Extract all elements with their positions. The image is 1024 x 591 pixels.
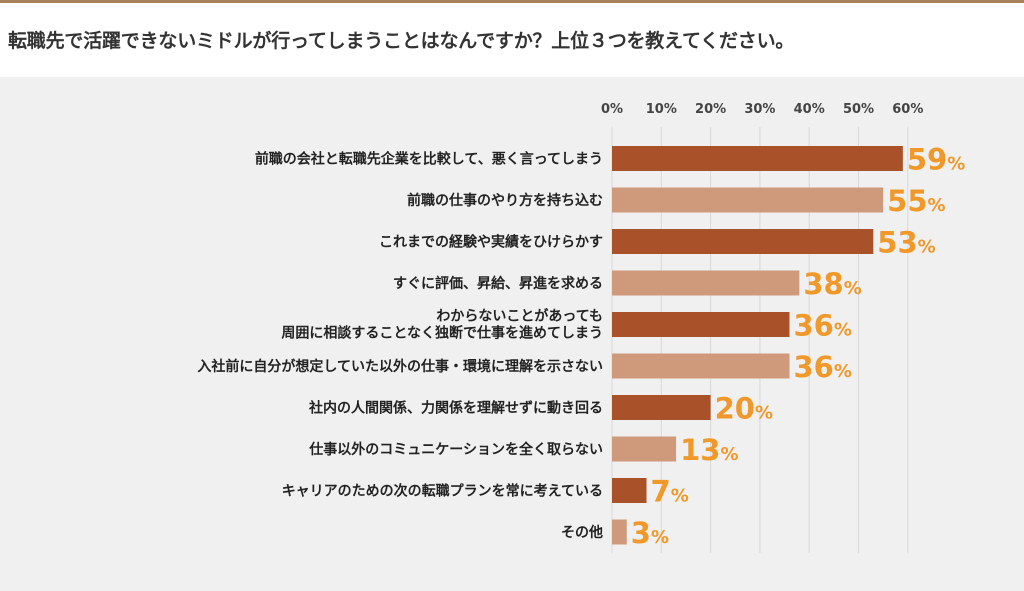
value-label: 3% [631, 516, 669, 550]
bar [612, 146, 903, 171]
category-label: 社内の人間関係、力関係を理解せずに動き回る [308, 400, 603, 417]
value-label: 55% [887, 184, 945, 218]
bar [612, 519, 627, 545]
x-tick-label: 40% [794, 102, 825, 117]
bar [612, 353, 790, 379]
x-tick-label: 0% [601, 102, 623, 117]
value-label: 20% [715, 392, 773, 426]
value-label: 36% [793, 350, 851, 384]
category-label: 仕事以外のコミュニケーションを全く取らない [308, 441, 603, 458]
x-tick-label: 30% [744, 102, 775, 117]
x-tick-label: 20% [695, 102, 726, 117]
x-tick-label: 50% [843, 102, 874, 117]
bar [612, 395, 711, 420]
category-label: 前職の会社と転職先企業を比較して、悪く言ってしまう [255, 151, 603, 168]
value-label: 38% [803, 267, 861, 301]
bar-chart: 0% 10% 20% 30% 40% 50% 60% 前職の会社と転職先企業を比較して、悪く言… [197, 102, 965, 553]
bar [612, 478, 647, 503]
bar [612, 229, 874, 254]
category-label: その他 [561, 524, 603, 541]
category-label: 入社前に自分が想定していた以外の仕事・環境に理解を示さない [197, 358, 603, 375]
top-rule [0, 0, 1024, 3]
bar [612, 436, 677, 462]
bar [612, 270, 800, 296]
category-label: キャリアのための次の転職プランを常に考えている [282, 483, 603, 500]
category-label: 周囲に相談することなく独断で仕事を進めてしまう [281, 325, 603, 342]
survey-question: 転職先で活躍できないミドルが行ってしまうことはなんですか？上位３つを教えてくださ… [8, 30, 795, 52]
value-label: 36% [793, 309, 851, 343]
category-label: これまでの経験や実績をひけらかす [379, 234, 603, 251]
category-label: すぐに評価、昇給、昇進を求める [393, 275, 603, 292]
value-label: 53% [877, 226, 935, 260]
category-label: わからないことがあっても [436, 308, 603, 325]
category-label: 前職の仕事のやり方を持ち込む [407, 192, 603, 209]
bar [612, 312, 790, 337]
value-label: 7% [651, 475, 689, 509]
x-tick-label: 10% [646, 102, 677, 117]
chart-panel: 0% 10% 20% 30% 40% 50% 60% 前職の会社と転職先企業を比較して、悪く言… [0, 77, 1024, 591]
value-label: 13% [680, 433, 738, 467]
value-label: 59% [907, 143, 965, 177]
bar [612, 187, 884, 213]
x-tick-label: 60% [892, 102, 923, 117]
